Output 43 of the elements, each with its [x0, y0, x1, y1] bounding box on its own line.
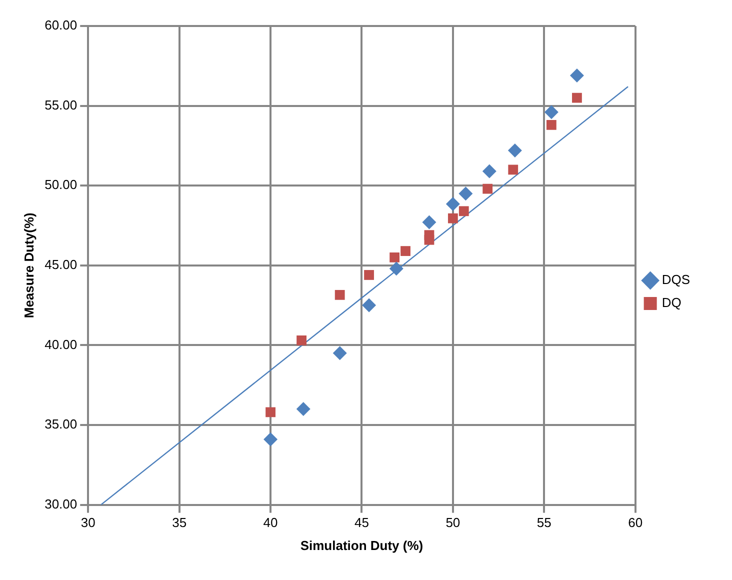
point [264, 432, 278, 446]
point [266, 407, 276, 418]
point [389, 262, 404, 276]
x-tick-label: 55 [536, 515, 552, 530]
point [296, 402, 310, 416]
y-axis-title: Measure Duty(%) [21, 212, 36, 318]
point [448, 213, 458, 224]
point [508, 143, 522, 158]
point [422, 215, 436, 230]
point [334, 290, 345, 300]
legend-label: DQ [662, 295, 682, 310]
point [332, 346, 347, 360]
x-tick-label: 30 [80, 515, 96, 530]
point [390, 252, 400, 262]
point [446, 196, 460, 211]
point [296, 335, 306, 346]
x-tick-label: 50 [446, 515, 460, 530]
point [364, 270, 374, 280]
y-tick-label: 50.00 [44, 177, 78, 192]
y-tick-label: 30.00 [44, 496, 78, 512]
point [572, 92, 582, 103]
x-tick-label: 60 [628, 515, 643, 530]
x-tick-label: 35 [172, 515, 187, 530]
x-tick-label: 40 [263, 515, 278, 530]
point [400, 246, 410, 256]
legend-label: DQS [662, 272, 690, 288]
point [570, 68, 584, 82]
point [482, 184, 493, 194]
point [458, 206, 469, 216]
y-tick-label: 60.00 [44, 18, 78, 33]
y-tick-label: 35.00 [44, 416, 78, 432]
x-axis-title: Simulation Duty (%) [300, 538, 424, 553]
point [546, 120, 556, 130]
y-tick-label: 40.00 [44, 336, 78, 352]
y-tick-label: 45.00 [44, 256, 78, 272]
point [544, 105, 558, 120]
point [508, 164, 518, 175]
point [458, 186, 473, 201]
point [482, 164, 496, 178]
point [362, 298, 376, 312]
y-tick-label: 55.00 [44, 97, 78, 112]
x-tick-label: 45 [354, 515, 369, 530]
point [424, 230, 434, 240]
